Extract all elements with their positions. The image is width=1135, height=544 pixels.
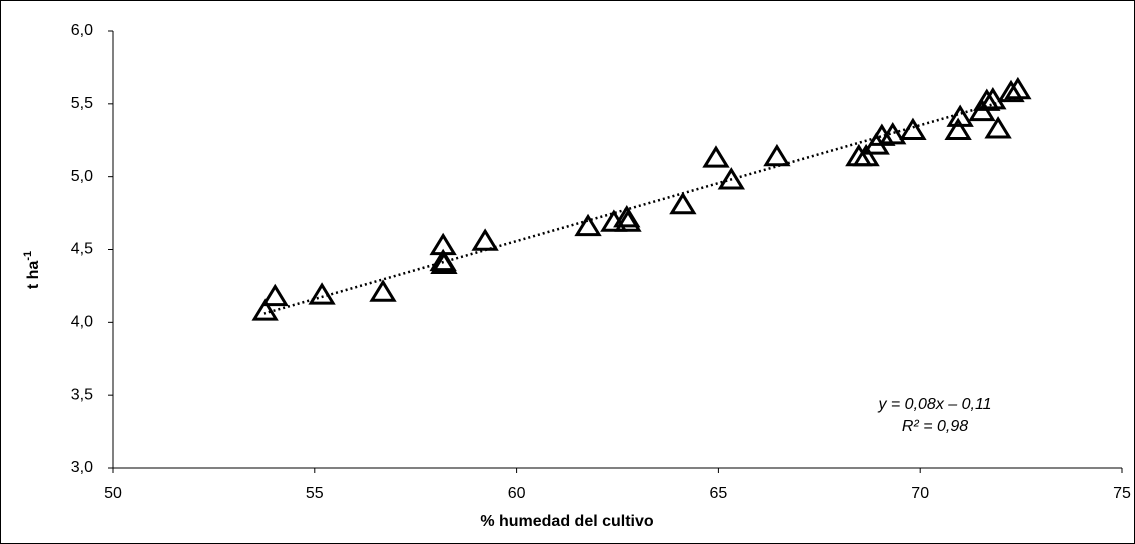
point <box>369 279 397 302</box>
point <box>852 143 880 167</box>
y-tick-label: 3,5 <box>71 386 93 403</box>
y-axis-label: t ha-1 <box>22 251 42 289</box>
y-axis-label-sup: -1 <box>22 251 34 261</box>
point <box>308 282 336 305</box>
point <box>717 167 745 190</box>
y-tick-label: 3,0 <box>71 459 93 476</box>
x-tick-label: 55 <box>306 485 324 502</box>
y-tick-label: 5,0 <box>71 168 93 185</box>
point <box>763 143 791 167</box>
x-tick-label: 75 <box>1113 485 1131 502</box>
point <box>997 79 1025 103</box>
point <box>669 191 697 215</box>
point <box>899 117 927 141</box>
point <box>702 145 730 168</box>
point <box>251 298 279 321</box>
point <box>614 209 642 232</box>
x-tick-label: 60 <box>508 485 526 502</box>
point <box>984 116 1012 139</box>
x-tick-label: 65 <box>710 485 728 502</box>
y-axis-label-text: t ha <box>25 261 42 290</box>
point <box>946 104 974 127</box>
x-tick-label: 50 <box>104 485 122 502</box>
y-tick-label: 5,5 <box>71 95 93 112</box>
y-tick-label: 4,0 <box>71 314 93 331</box>
x-axis-label: % humedad del cultivo <box>480 513 654 530</box>
point <box>979 87 1007 110</box>
r-squared: R² = 0,98 <box>902 418 968 435</box>
y-tick-label: 4,5 <box>71 241 93 258</box>
equation: y = 0,08x – 0,11 <box>877 396 991 413</box>
point <box>1004 76 1032 100</box>
point <box>261 283 289 307</box>
point <box>879 122 907 145</box>
point <box>471 228 499 251</box>
trendline <box>263 95 1021 315</box>
point <box>430 251 458 275</box>
y-tick-label: 6,0 <box>71 22 93 39</box>
x-tick-label: 70 <box>911 485 929 502</box>
point <box>574 213 602 237</box>
point <box>944 117 972 141</box>
